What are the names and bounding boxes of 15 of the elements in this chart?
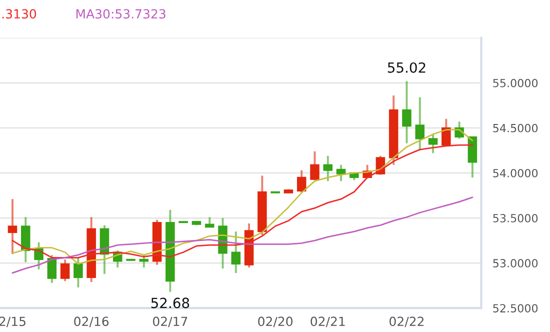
y-tick-label: 55.0000 xyxy=(493,78,538,88)
y-tick-label: 53.5000 xyxy=(493,214,538,222)
text: MA30:53.7323 xyxy=(76,9,166,19)
y-tick-label: 53.0000 xyxy=(493,259,538,268)
annotation: 55.02 xyxy=(388,62,426,73)
x-tick-label: 02/16 xyxy=(74,316,109,328)
y-tick-label: 54.5000 xyxy=(493,124,538,132)
y-tick-label: 54.0000 xyxy=(493,168,538,178)
y-tick-label: 52.5000 xyxy=(493,304,538,312)
x-tick-label: 02/21 xyxy=(310,316,345,328)
x-tick-label: 02/22 xyxy=(390,316,424,328)
text: .3130 xyxy=(2,9,36,19)
annotation: 52.68 xyxy=(151,298,190,308)
x-tick-label: 02/20 xyxy=(258,316,292,328)
x-tick-label: 02/17 xyxy=(153,316,188,328)
